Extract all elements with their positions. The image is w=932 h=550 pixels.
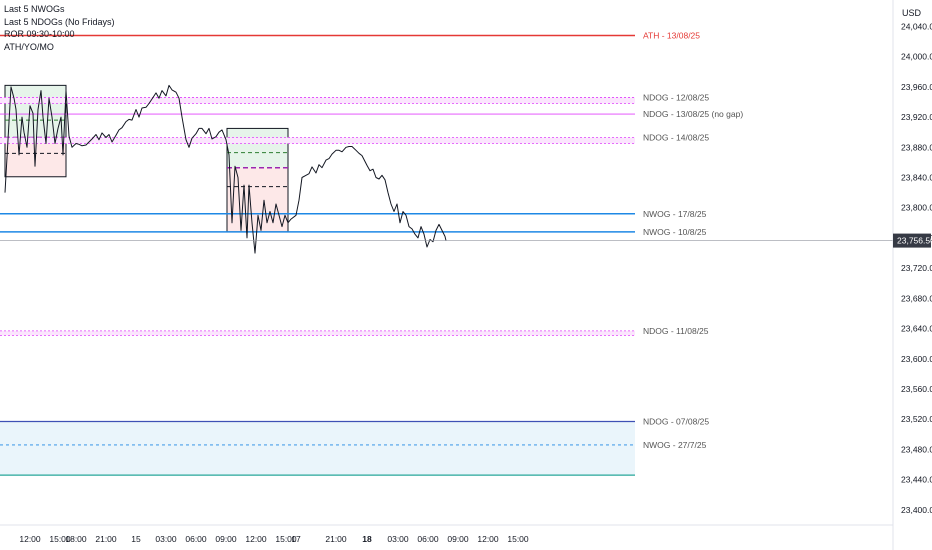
level-label: NWOG - 27/7/25 (643, 440, 707, 450)
x-tick-label: 12:00 (19, 534, 41, 544)
y-tick-label: 23,680.00 (901, 293, 932, 303)
x-tick-label: 03:00 (387, 534, 409, 544)
y-tick-label: 23,920.00 (901, 112, 932, 122)
level-label: NWOG - 10/8/25 (643, 227, 707, 237)
x-tick-label: 12:00 (245, 534, 267, 544)
y-tick-label: 23,880.00 (901, 142, 932, 152)
last-price-tag (893, 233, 931, 248)
y-tick-label: 23,640.00 (901, 324, 932, 334)
x-tick-label: 09:00 (447, 534, 469, 544)
ndog-zone (0, 97, 635, 104)
level-label: ATH - 13/08/25 (643, 31, 700, 41)
x-tick-label: 06:00 (417, 534, 439, 544)
level-label: NDOG - 11/08/25 (643, 326, 709, 336)
price-line (4, 84, 447, 254)
legend-item-ndogs[interactable]: Last 5 NDOGs (No Fridays) (4, 16, 115, 27)
y-tick-label: 23,520.00 (901, 414, 932, 424)
x-tick-label: 06:00 (185, 534, 207, 544)
x-tick-label: 18:00 (65, 534, 87, 544)
last-price-label: 23,756.50 (897, 236, 932, 246)
y-tick-label: 23,720.00 (901, 263, 932, 273)
ror-box-border (4, 84, 67, 178)
x-tick-label: 15:00 (507, 534, 529, 544)
y-tick-label: 23,440.00 (901, 475, 932, 485)
level-label: NDOG - 07/08/25 (643, 417, 709, 427)
x-tick-label: 18 (362, 534, 372, 544)
x-tick-label: 12:00 (477, 534, 499, 544)
level-label: NDOG - 14/08/25 (643, 132, 709, 142)
y-tick-label: 23,480.00 (901, 444, 932, 454)
currency-label[interactable]: USD (902, 8, 922, 18)
levels: ATH - 13/08/25 NDOG - 12/08/25 NDOG - 13/0… (0, 31, 743, 476)
y-tick-label: 23,840.00 (901, 173, 932, 183)
indicator-legend: Last 5 NWOGs Last 5 NDOGs (No Fridays) R… (4, 3, 115, 53)
level-label: NDOG - 13/08/25 (no gap) (643, 109, 743, 119)
y-tick-label: 23,960.00 (901, 82, 932, 92)
legend-item-ath[interactable]: ATH/YO/MO (4, 41, 54, 52)
y-tick-label: 23,560.00 (901, 384, 932, 394)
x-tick-label: 09:00 (215, 534, 237, 544)
y-tick-label: 24,000.00 (901, 52, 932, 62)
ndog-zone (0, 137, 635, 144)
level-label: NWOG - 17/8/25 (643, 209, 707, 219)
x-tick-label: 21:00 (325, 534, 347, 544)
legend-item-ror[interactable]: ROR 09:30-10:00 (4, 29, 75, 39)
price-series (0, 84, 893, 254)
y-tick-label: 23,600.00 (901, 354, 932, 364)
y-tick-label: 23,800.00 (901, 203, 932, 213)
ror-upper-zone (5, 85, 66, 138)
y-tick-label: 24,040.00 (901, 21, 932, 31)
x-tick-label: 15:00 (275, 534, 297, 544)
x-tick-label: 21:00 (95, 534, 117, 544)
legend-item-nwogs[interactable]: Last 5 NWOGs (4, 4, 65, 14)
x-tick-label: 15 (131, 534, 141, 544)
x-tick-label: 15:00 (49, 534, 71, 544)
x-tick-label: 03:00 (155, 534, 177, 544)
nwog-band-zone (0, 421, 635, 476)
ror-upper-zone (227, 128, 288, 168)
ndog-zone (0, 330, 635, 336)
y-tick-label: 23,400.00 (901, 505, 932, 515)
x-tick-label: 17 (291, 534, 301, 544)
level-label: NDOG - 12/08/25 (643, 92, 709, 102)
